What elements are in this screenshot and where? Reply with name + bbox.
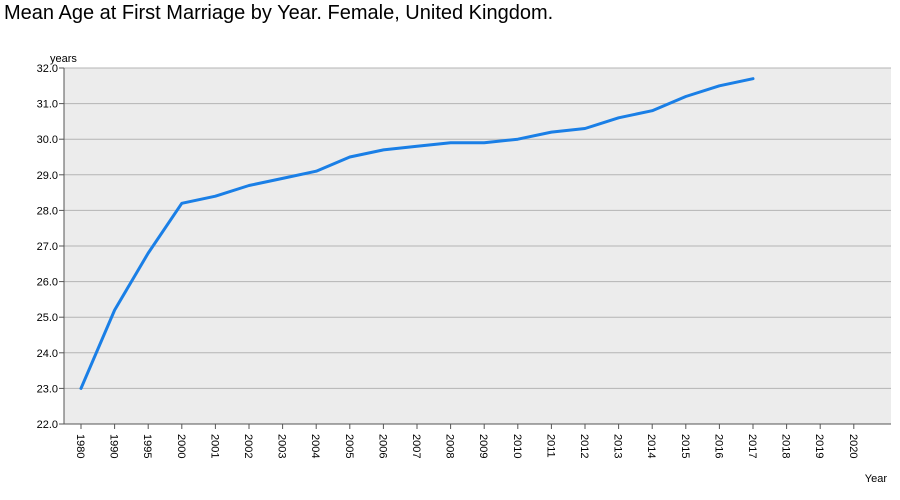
x-tick-label: 2012 [578, 434, 590, 458]
y-tick-labels: 22.0 23.0 24.0 25.0 26.0 27.0 28.0 29.0 30.0 31.0… [37, 63, 58, 431]
y-tick-label: 30.0 [37, 134, 58, 146]
x-tick-label: 2001 [208, 434, 220, 458]
x-tick-label: 2003 [276, 434, 288, 458]
y-tick-label: 22.0 [37, 419, 58, 431]
x-tick-label: 2000 [175, 434, 187, 458]
y-axis-label: years [50, 53, 77, 65]
y-tick-label: 24.0 [37, 348, 58, 360]
x-tick-label: 2002 [242, 434, 254, 458]
x-tick-label: 2014 [645, 434, 657, 458]
y-tick-label: 26.0 [37, 277, 58, 289]
x-tick-label: 2016 [712, 434, 724, 458]
y-tick-label: 31.0 [37, 99, 58, 111]
x-tick-label: 1980 [74, 434, 86, 458]
y-tick-label: 32.0 [37, 63, 58, 75]
chart-title: Mean Age at First Marriage by Year. Fema… [4, 2, 554, 24]
y-tick-label: 27.0 [37, 241, 58, 253]
y-tick-label: 23.0 [37, 383, 58, 395]
x-tick-label: 2017 [746, 434, 758, 458]
x-tick-label: 2004 [309, 434, 321, 458]
y-tick-label: 25.0 [37, 312, 58, 324]
series-lines [79, 77, 755, 390]
y-tick-label: 28.0 [37, 205, 58, 217]
series-line [79, 77, 755, 390]
x-tick-label: 1995 [141, 434, 153, 458]
x-tick-label: 2005 [343, 434, 355, 458]
x-tick-label: 2008 [444, 434, 456, 458]
x-tick-label: 2020 [847, 434, 859, 458]
x-tick-label: 1990 [108, 434, 120, 458]
x-tick-label: 2009 [477, 434, 489, 458]
x-tick-label: 2013 [612, 434, 624, 458]
x-tick-label: 2019 [813, 434, 825, 458]
x-tick-labels: 1980 1990 1995 2000 2001 2002 2003 2004 2005 2006… [74, 424, 859, 458]
x-axis-label: Year [865, 473, 888, 485]
x-tick-label: 2015 [679, 434, 691, 458]
x-tick-label: 2010 [511, 434, 523, 458]
x-tick-label: 2007 [410, 434, 422, 458]
x-tick-label: 2018 [780, 434, 792, 458]
y-tick-label: 29.0 [37, 170, 58, 182]
x-tick-label: 2011 [544, 434, 556, 458]
x-tick-label: 2006 [376, 434, 388, 458]
